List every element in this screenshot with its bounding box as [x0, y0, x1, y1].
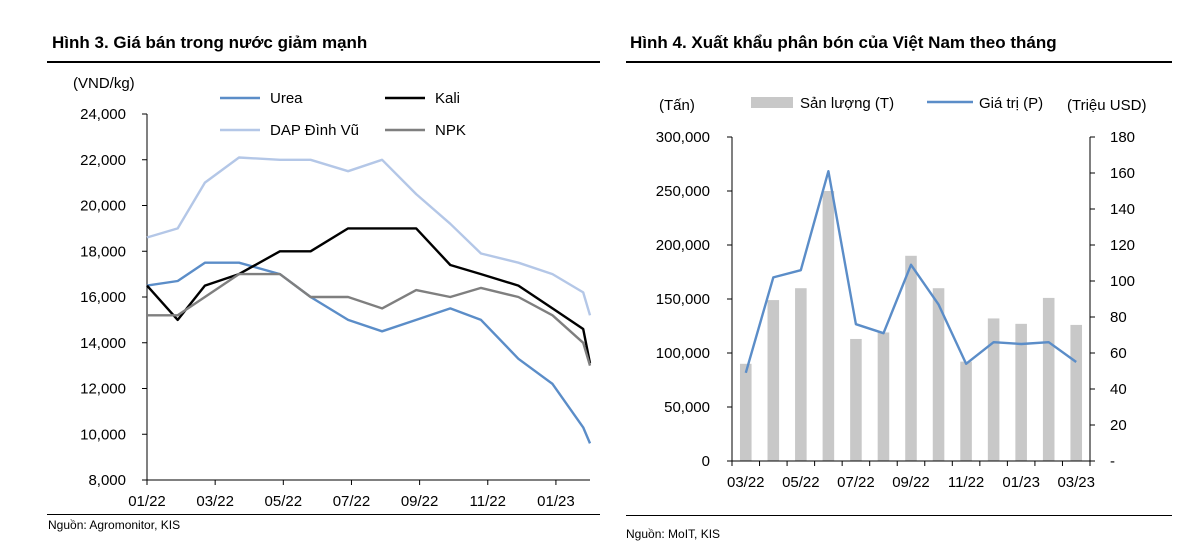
legend-label: Kali: [435, 90, 460, 107]
x-tick-label: 07/22: [837, 474, 875, 491]
series-line-dap-nh-v-: [146, 156, 592, 316]
left-y-tick-label: 300,000: [656, 129, 710, 146]
left-axis-unit-label: (Tấn): [659, 97, 695, 114]
y-tick-label: 22,000: [80, 152, 126, 169]
y-tick-label: 24,000: [80, 106, 126, 123]
y-tick-label: 18,000: [80, 243, 126, 260]
figure-4-bar-line-chart: (Tấn) (Triệu USD)050,000100,000150,000200…: [656, 95, 1147, 491]
legend-label: DAP Đình Vũ: [270, 122, 359, 139]
right-y-tick-label: 120: [1110, 237, 1135, 254]
x-tick-label: 01/23: [537, 493, 575, 510]
bar-09/22: [905, 255, 917, 461]
bar-10/22: [932, 288, 945, 461]
left-y-tick-label: 50,000: [664, 399, 710, 416]
bar-11/22: [960, 361, 972, 461]
bar-06/22: [822, 191, 835, 461]
x-tick-label: 09/22: [892, 474, 930, 491]
y-tick-label: 8,000: [88, 472, 126, 489]
figure-3-source: Nguồn: Agromonitor, KIS: [48, 518, 181, 532]
legend-line-label: Giá trị (P): [979, 95, 1043, 112]
right-axis-unit-label: (Triệu USD): [1067, 97, 1146, 114]
legend-bar-label: Sản lượng (T): [800, 95, 894, 112]
left-y-tick-label: 200,000: [656, 237, 710, 254]
y-tick-label: 10,000: [80, 426, 126, 443]
right-y-tick-label: 60: [1110, 345, 1127, 362]
bar-05/22: [795, 288, 807, 461]
source-rule: [47, 514, 600, 515]
series-line-npk: [147, 272, 592, 366]
figure-4-title: Hình 4. Xuất khẩu phân bón của Việt Nam …: [630, 33, 1057, 52]
y-tick-label: 12,000: [80, 381, 126, 398]
bar-02/23: [1042, 297, 1055, 461]
bar-03/22: [739, 363, 752, 461]
right-y-tick-label: 160: [1110, 165, 1135, 182]
right-y-tick-label: 180: [1110, 129, 1135, 146]
figure-4-panel: Hình 4. Xuất khẩu phân bón của Việt Nam …: [620, 0, 1200, 545]
legend-label: NPK: [435, 122, 466, 139]
legend-label: Urea: [270, 90, 303, 107]
series-line-kali: [146, 227, 592, 364]
source-rule: [626, 515, 1172, 516]
right-y-tick-label: 140: [1110, 201, 1135, 218]
title-rule: [47, 61, 600, 63]
y-tick-label: 14,000: [80, 335, 126, 352]
x-tick-label: 09/22: [401, 493, 439, 510]
right-y-tick-label: 100: [1110, 273, 1135, 290]
x-tick-label: 05/22: [265, 493, 303, 510]
figure-3-title: Hình 3. Giá bán trong nước giảm mạnh: [52, 33, 368, 52]
y-tick-label: 20,000: [80, 198, 126, 215]
x-tick-label: 03/23: [1057, 474, 1095, 491]
right-y-tick-label: -: [1110, 453, 1115, 470]
legend-bar-swatch: [751, 97, 793, 108]
bar-08/22: [877, 332, 890, 461]
bar-12/22: [987, 318, 1000, 461]
value-line: [744, 169, 1077, 374]
series-line-urea: [146, 261, 592, 444]
bar-07/22: [850, 338, 862, 461]
x-tick-label: 03/22: [727, 474, 765, 491]
left-y-tick-label: 150,000: [656, 291, 710, 308]
x-tick-label: 01/23: [1002, 474, 1040, 491]
x-tick-label: 03/22: [196, 493, 234, 510]
y-tick-label: 16,000: [80, 289, 126, 306]
left-y-tick-label: 100,000: [656, 345, 710, 362]
figure-3-panel: Hình 3. Giá bán trong nước giảm mạnh (VN…: [47, 33, 600, 532]
x-tick-label: 07/22: [333, 493, 371, 510]
left-y-tick-label: 250,000: [656, 183, 710, 200]
title-rule: [626, 61, 1172, 63]
bar-03/23: [1070, 324, 1083, 461]
figure-4-source: Nguồn: MoIT, KIS: [626, 527, 721, 541]
figure-3-line-chart: (VND/kg) 8,000 10,000 12,000 14,000 16,000 18,…: [73, 75, 592, 510]
x-tick-label: 05/22: [782, 474, 820, 491]
right-y-tick-label: 40: [1110, 381, 1127, 398]
right-y-tick-label: 20: [1110, 417, 1127, 434]
x-tick-label: 01/22: [128, 493, 166, 510]
right-y-tick-label: 80: [1110, 309, 1127, 326]
y-axis-unit-label: (VND/kg): [73, 75, 135, 92]
bar-04/22: [767, 300, 780, 461]
left-y-tick-label: 0: [702, 453, 710, 470]
x-tick-label: 11/22: [948, 474, 984, 491]
x-tick-label: 11/22: [470, 493, 506, 510]
bar-01/23: [1015, 323, 1027, 461]
